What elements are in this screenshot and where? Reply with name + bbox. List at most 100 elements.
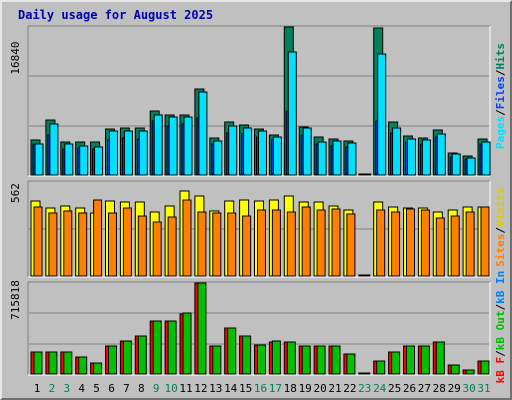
day-label: 10 (164, 382, 177, 395)
pages-bar (49, 123, 59, 176)
day-label: 19 (299, 382, 312, 395)
kbout-bar (33, 351, 43, 375)
legend-visits: Visits (494, 187, 507, 227)
pages-bar (317, 141, 327, 176)
kbout-bar (197, 282, 207, 375)
legend-top: Pages/Files/Hits (494, 43, 507, 149)
sites-bar (435, 217, 445, 277)
legend-files: Files (494, 76, 507, 109)
pages-bar (421, 139, 431, 176)
day-label: 1 (34, 382, 41, 395)
pages-bar (109, 130, 118, 176)
day-label: 12 (194, 382, 207, 395)
sites-bar (376, 209, 386, 277)
legend-middle: Sites/Visits (494, 187, 507, 267)
day-label: 26 (403, 382, 416, 395)
day-label: 14 (224, 382, 238, 395)
kbout-bar (450, 364, 460, 375)
pages-bar (377, 53, 387, 176)
legend-kbin: kB In (494, 271, 507, 304)
day-label: 2 (49, 382, 56, 395)
sites-bar (152, 221, 162, 277)
day-label: 27 (418, 382, 431, 395)
sites-bar (361, 274, 371, 277)
legend-bottom: kB F/kB Out/kB In (494, 271, 507, 384)
day-label: 25 (388, 382, 401, 395)
day-label: 30 (462, 382, 475, 395)
pages-bar (362, 173, 372, 176)
pages-bar (287, 51, 297, 176)
kbout-bar (212, 345, 222, 375)
day-label: 6 (108, 382, 115, 395)
kbout-bar (391, 351, 401, 375)
day-label: 16 (254, 382, 267, 395)
kbout-bar (78, 356, 88, 375)
legend-sep-3: / (494, 227, 507, 234)
kbout-bar (331, 345, 341, 375)
day-label: 15 (239, 382, 252, 395)
sites-bar (480, 206, 490, 277)
legend-sep-1: / (494, 109, 507, 116)
kbout-bar (376, 360, 386, 375)
pages-bar (407, 138, 416, 176)
kbout-bar (361, 372, 371, 375)
kbout-bar (480, 360, 490, 375)
sites-bar (137, 215, 147, 277)
sites-bar (63, 210, 73, 277)
kbout-bar (286, 341, 296, 375)
sites-bar (331, 208, 341, 277)
sites-bar (271, 209, 281, 277)
kbout-bar (301, 345, 311, 375)
day-label: 5 (93, 382, 100, 395)
sites-bar (406, 208, 415, 277)
day-label: 3 (63, 382, 70, 395)
kbout-bar (346, 353, 356, 375)
sites-bar (33, 206, 43, 277)
sites-bar (108, 212, 117, 277)
kbout-bar (406, 345, 415, 375)
sites-bar (286, 211, 296, 277)
legend-kbout: kB Out (494, 310, 507, 350)
day-label: 28 (433, 382, 446, 395)
legend-hits: Hits (494, 43, 507, 70)
day-label: 11 (179, 382, 192, 395)
sites-bar (391, 211, 401, 277)
pages-bar (123, 130, 133, 176)
kbout-bar (242, 335, 252, 375)
day-label: 29 (448, 382, 461, 395)
kbout-bar (122, 340, 132, 375)
sites-bar (182, 199, 192, 277)
day-label: 9 (153, 382, 160, 395)
pages-bar (198, 91, 208, 176)
kbout-bar (435, 341, 445, 375)
kbout-bar (316, 345, 326, 375)
pages-bar (258, 130, 267, 176)
pages-bar (213, 140, 223, 176)
sites-bar (316, 209, 326, 277)
sites-bar (257, 209, 266, 277)
sites-bar (78, 212, 88, 277)
kbout-bar (48, 351, 58, 375)
day-label: 18 (284, 382, 297, 395)
pages-bar (183, 116, 193, 176)
top-max-label: 16840 (9, 41, 22, 74)
pages-bar (64, 143, 74, 176)
pages-bar (79, 145, 89, 176)
kbout-bar (271, 340, 281, 375)
pages-bar (168, 116, 178, 176)
day-label: 23 (358, 382, 371, 395)
day-label: 13 (209, 382, 222, 395)
legend-sep-2: / (494, 69, 507, 76)
pages-bar (228, 125, 238, 176)
chart-title: Daily usage for August 2025 (18, 8, 214, 22)
sites-bar (122, 207, 132, 277)
pages-bar (466, 157, 476, 176)
day-label: 20 (313, 382, 326, 395)
day-label: 31 (477, 382, 490, 395)
sites-bar (197, 211, 207, 277)
legend-pages: Pages (494, 116, 507, 149)
day-label: 7 (123, 382, 130, 395)
pages-bar (243, 127, 253, 176)
kbout-bar (63, 351, 73, 375)
